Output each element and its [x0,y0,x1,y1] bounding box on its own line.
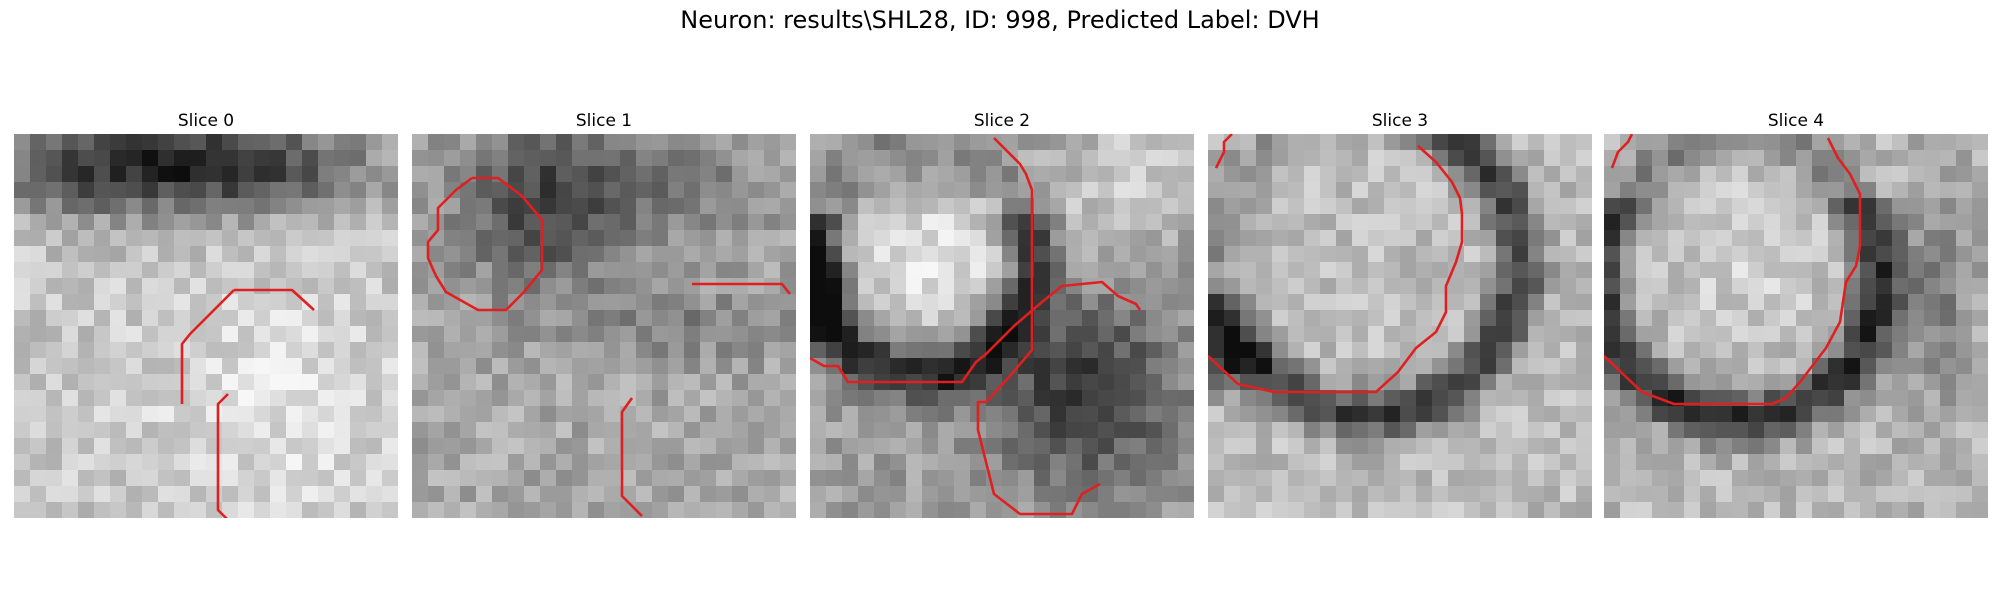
slice-image-4 [1604,134,1988,518]
contour-3-1 [1208,145,1464,394]
slice-image-1 [412,134,796,518]
slice-title-2: Slice 2 [973,111,1031,131]
contour-4-1 [1604,137,1862,406]
slice-title-1: Slice 1 [575,111,633,131]
slice-panel-2: Slice 2 [810,108,1194,518]
slice-panel-4: Slice 4 [1604,108,1988,518]
contour-3-2 [1214,134,1233,169]
contour-2-1 [810,280,1142,384]
contour-1-1 [692,282,792,295]
slice-image-3 [1208,134,1592,518]
slice-panel-3: Slice 3 [1208,108,1592,518]
contour-1-0 [426,176,544,312]
contour-0-2 [216,393,229,518]
slice-image-2 [810,134,1194,518]
contour-0-0 [234,288,315,311]
slice-title-4: Slice 4 [1767,111,1825,131]
contour-4-2 [1610,134,1634,169]
slice-title-3: Slice 3 [1371,111,1429,131]
figure-title: Neuron: results\SHL28, ID: 998, Predicte… [680,6,1320,34]
slice-panel-0: Slice 0 [14,108,398,518]
contour-0-1 [180,289,235,404]
contour-2-0 [976,137,1101,516]
slice-title-0: Slice 0 [177,111,235,131]
contour-1-2 [620,397,643,517]
slice-panel-1: Slice 1 [412,108,796,518]
slice-image-0 [14,134,398,518]
